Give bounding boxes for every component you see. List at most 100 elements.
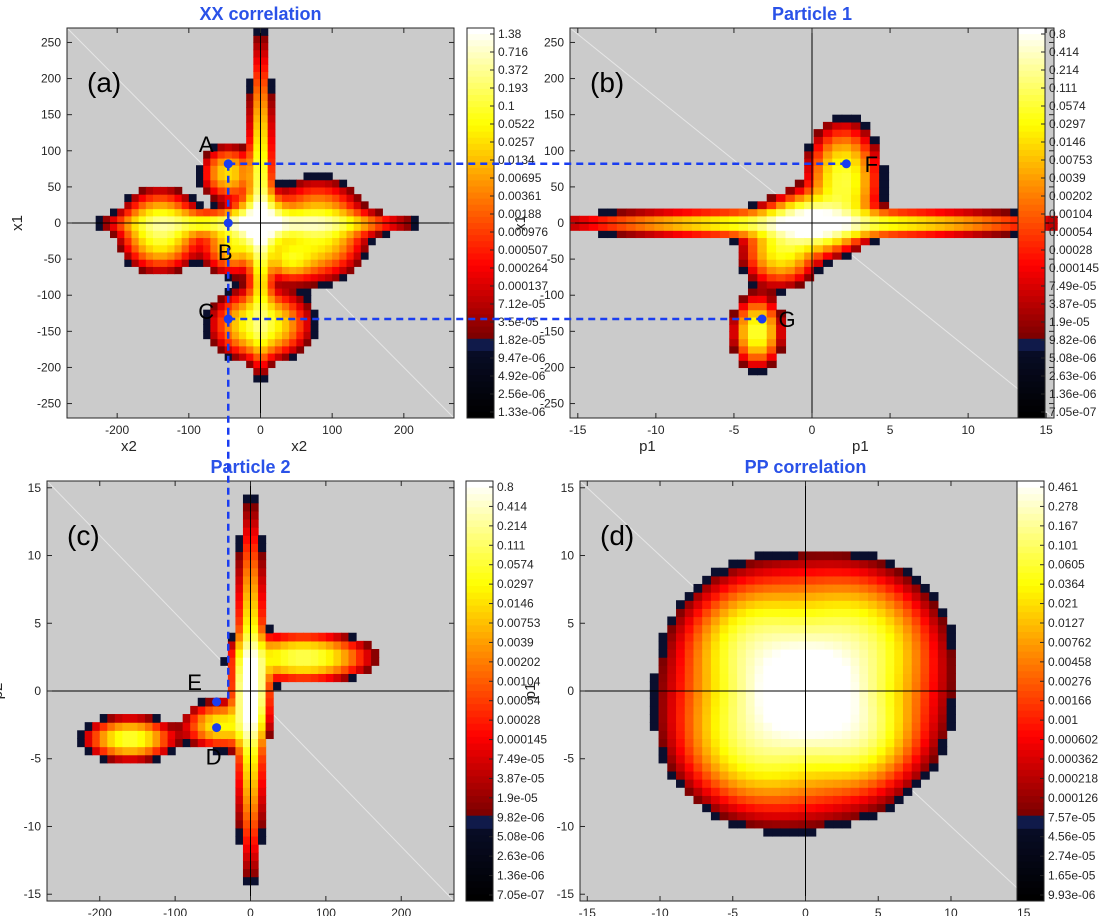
heatmap-cell xyxy=(737,673,747,683)
heatmap-cell xyxy=(702,583,712,593)
heatmap-cell xyxy=(303,186,312,195)
heatmap-cell xyxy=(693,746,703,756)
colorbar-tick-label: 0.00753 xyxy=(1049,153,1093,167)
heatmap-cell xyxy=(253,42,262,51)
heatmap-cell xyxy=(747,244,758,253)
heatmap-cell xyxy=(265,657,274,666)
heatmap-cell xyxy=(181,201,190,210)
heatmap-cell xyxy=(310,223,319,231)
heatmap-cell xyxy=(876,762,887,772)
heatmap-cell xyxy=(282,338,290,347)
heatmap-cell xyxy=(860,230,871,239)
heatmap-cell xyxy=(235,567,244,577)
heatmap-cell xyxy=(763,583,773,593)
heatmap-cell xyxy=(982,230,993,239)
heatmap-cell xyxy=(815,787,826,796)
heatmap-cell xyxy=(250,649,259,658)
heatmap-cell xyxy=(197,705,206,715)
heatmap-cell xyxy=(806,811,817,821)
heatmap-cell xyxy=(780,681,791,691)
heatmap-cell xyxy=(860,179,871,188)
heatmap-cell xyxy=(227,730,237,740)
heatmap-cell xyxy=(702,632,712,642)
heatmap-cell xyxy=(246,93,254,101)
heatmap-cell xyxy=(710,746,721,756)
heatmap-cell xyxy=(850,640,860,650)
panel-label: (d) xyxy=(600,520,634,551)
heatmap-cell xyxy=(925,215,936,224)
colorbar-band xyxy=(1018,247,1045,254)
heatmap-cell xyxy=(273,649,282,658)
heatmap-cell xyxy=(246,150,254,159)
heatmap-cell xyxy=(815,811,826,821)
heatmap-cell xyxy=(673,223,684,231)
heatmap-cell xyxy=(145,266,154,275)
heatmap-cell xyxy=(747,295,758,304)
heatmap-cell xyxy=(798,559,808,569)
heatmap-cell xyxy=(282,302,290,311)
heatmap-cell xyxy=(701,230,712,239)
heatmap-cell xyxy=(210,165,219,174)
heatmap-cell xyxy=(766,316,777,325)
heatmap-cell xyxy=(152,746,161,756)
heatmap-cell xyxy=(780,583,791,593)
heatmap-cell xyxy=(710,215,721,224)
heatmap-cell xyxy=(676,689,686,699)
heatmap-cell xyxy=(815,616,826,626)
colorbar: 0.80.4140.2140.1110.05740.02970.01460.00… xyxy=(1017,27,1099,419)
heatmap-cell xyxy=(824,705,834,715)
heatmap-cell xyxy=(190,738,199,748)
heatmap-cell xyxy=(693,705,703,715)
heatmap-cell xyxy=(937,665,948,674)
heatmap-cell xyxy=(205,722,214,731)
colorbar-band xyxy=(1018,265,1045,273)
heatmap-cell xyxy=(824,616,834,626)
colorbar-band xyxy=(1017,612,1044,620)
heatmap-cell xyxy=(124,223,133,231)
heatmap-cell xyxy=(859,649,869,658)
heatmap-cell xyxy=(310,215,319,224)
heatmap-cell xyxy=(217,230,226,239)
colorbar-tick-label: 0.214 xyxy=(497,519,527,533)
heatmap-cell xyxy=(869,179,880,188)
heatmap-cell xyxy=(702,640,712,650)
heatmap-cell xyxy=(806,803,817,813)
heatmap-cell xyxy=(929,649,939,658)
heatmap-cell xyxy=(588,215,599,224)
heatmap-cell xyxy=(274,324,283,332)
heatmap-cell xyxy=(982,215,993,224)
heatmap-cell xyxy=(902,567,913,577)
colorbar-band xyxy=(1018,119,1045,126)
heatmap-cell xyxy=(876,559,887,569)
heatmap-cell xyxy=(911,754,922,764)
heatmap-cell xyxy=(869,150,880,159)
heatmap-cell xyxy=(806,754,817,764)
heatmap-cell xyxy=(729,208,740,217)
heatmap-cell xyxy=(728,770,738,780)
heatmap-cell xyxy=(250,535,259,544)
heatmap-cell xyxy=(310,665,319,674)
heatmap-cell xyxy=(754,575,764,585)
colorbar-tick-label: 0.00753 xyxy=(497,616,541,630)
heatmap-cell xyxy=(260,56,269,65)
colorbar-band xyxy=(1017,540,1044,548)
y-axis-label: p2 xyxy=(0,683,6,700)
heatmap-cell xyxy=(763,787,773,796)
heatmap-cell xyxy=(841,592,852,601)
heatmap-cell xyxy=(859,600,869,609)
heatmap-cell xyxy=(833,754,843,764)
heatmap-cell xyxy=(822,244,833,253)
heatmap-cell xyxy=(822,172,833,181)
heatmap-cell xyxy=(607,230,618,239)
heatmap-cell xyxy=(747,353,758,361)
x-axis-label-right: p1 xyxy=(852,438,869,455)
heatmap-cell xyxy=(242,795,252,805)
heatmap-cell xyxy=(780,795,791,805)
heatmap-cell xyxy=(789,657,799,666)
heatmap-cell xyxy=(860,237,871,246)
heatmap-cell xyxy=(242,600,252,609)
colorbar-band xyxy=(467,64,494,72)
heatmap-cell xyxy=(295,673,304,683)
heatmap-cell xyxy=(260,367,269,376)
heatmap-cell xyxy=(868,559,878,569)
